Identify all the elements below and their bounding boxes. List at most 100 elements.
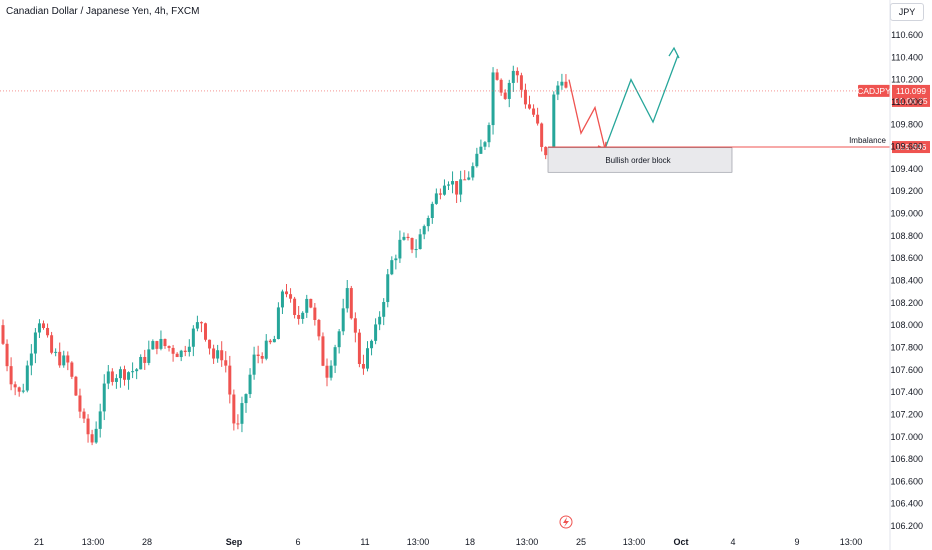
candle-body — [536, 114, 540, 124]
projection-down-line — [568, 79, 606, 149]
time-tick: 11 — [360, 537, 369, 547]
candle-body — [374, 324, 378, 341]
candle-body — [110, 371, 114, 382]
candle-body — [523, 89, 527, 105]
candle-body — [106, 371, 110, 384]
candle-body — [410, 238, 414, 250]
time-tick: 13:00 — [407, 537, 430, 547]
candle-body — [232, 394, 236, 424]
candle-body — [191, 328, 195, 347]
candle-body — [90, 434, 94, 443]
order-block-box — [547, 147, 733, 173]
candle-body — [29, 353, 33, 366]
candle-body — [515, 70, 519, 76]
candle-body — [220, 350, 224, 361]
price-tick: 109.600 — [890, 142, 923, 152]
last-price: 110.099 — [896, 86, 926, 96]
time-tick: 13:00 — [82, 537, 105, 547]
candle-body — [540, 123, 544, 147]
candle-body — [280, 291, 284, 308]
candle-body — [98, 411, 102, 429]
candle-body — [143, 356, 147, 363]
candle-body — [272, 339, 276, 343]
imbalance-price-tag — [892, 141, 930, 154]
countdown: 01:08:25 — [894, 96, 927, 106]
candle-body — [151, 341, 155, 350]
price-tick: 107.400 — [890, 387, 923, 397]
candle-body — [70, 362, 74, 377]
time-tick: 13:00 — [623, 537, 646, 547]
candle-body — [560, 81, 564, 86]
candle-body — [556, 85, 560, 95]
price-tick: 108.200 — [890, 298, 923, 308]
price-tick: 109.400 — [890, 164, 923, 174]
candle-body — [54, 351, 58, 353]
candle-body — [50, 335, 54, 353]
candle-body — [147, 349, 151, 363]
candle-body — [155, 341, 159, 349]
candle-body — [552, 94, 556, 147]
candle-body — [434, 193, 438, 204]
candle-body — [123, 369, 126, 380]
candle-body — [418, 234, 422, 250]
candle-body — [33, 332, 37, 354]
candle-body — [297, 314, 301, 319]
price-tick: 107.800 — [890, 342, 923, 352]
candle-body — [301, 312, 305, 319]
candle-body — [467, 177, 471, 180]
candle-body — [216, 350, 220, 359]
candle-body — [564, 81, 568, 88]
candle-body — [353, 318, 357, 333]
last-price-box — [892, 84, 930, 107]
candle-body — [17, 387, 21, 392]
candle-body — [37, 323, 41, 333]
candle-body — [325, 365, 329, 378]
candle-body — [345, 288, 349, 309]
candle-body — [357, 332, 361, 364]
candle-body — [313, 307, 317, 320]
candle-body — [195, 322, 199, 329]
candle-body — [252, 354, 256, 375]
candles — [1, 65, 568, 446]
candle-body — [361, 363, 365, 369]
candle-body — [1, 325, 5, 344]
candle-body — [289, 294, 293, 299]
candle-body — [463, 179, 467, 181]
candle-body — [21, 390, 25, 392]
price-tick: 106.400 — [890, 499, 923, 509]
candle-body — [167, 346, 171, 348]
imbalance-label: Imbalance — [849, 136, 886, 145]
event-marker — [559, 515, 573, 529]
candle-body — [309, 298, 313, 308]
candle-body — [82, 411, 86, 419]
candle-body — [114, 378, 118, 382]
candle-body — [62, 355, 66, 366]
candle-body — [175, 353, 179, 358]
candle-body — [532, 108, 536, 115]
candle-body — [268, 340, 272, 343]
price-tick: 106.800 — [890, 454, 923, 464]
candle-body — [528, 104, 531, 109]
candle-body — [74, 376, 78, 396]
candle-body — [398, 239, 402, 259]
candle-body — [414, 249, 418, 251]
price-tick: 109.800 — [890, 119, 923, 129]
candle-body — [46, 327, 50, 336]
candle-body — [491, 72, 495, 126]
candle-body — [333, 347, 337, 366]
order-block-label: Bullish order block — [605, 156, 671, 165]
candle-body — [139, 356, 143, 370]
candle-body — [248, 374, 252, 395]
candle-body — [179, 350, 183, 358]
candle-body — [507, 82, 511, 99]
imbalance-price: 109.596 — [896, 142, 927, 152]
time-tick: 13:00 — [840, 537, 863, 547]
candle-body — [455, 181, 459, 195]
candle-body — [9, 366, 13, 385]
price-tick: 107.000 — [890, 432, 923, 442]
candle-body — [426, 217, 430, 227]
candle-body — [224, 360, 228, 366]
candle-body — [321, 336, 325, 366]
candle-body — [260, 355, 264, 359]
